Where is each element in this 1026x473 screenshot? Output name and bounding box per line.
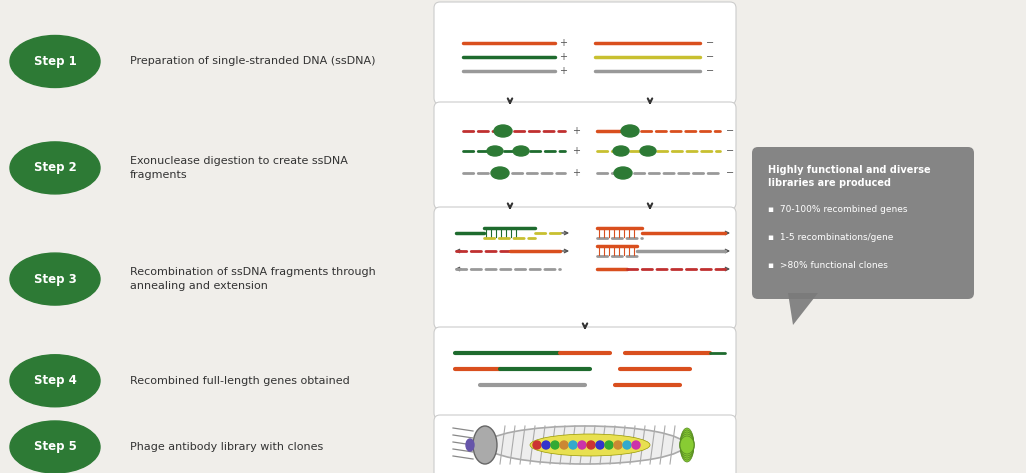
- FancyBboxPatch shape: [434, 415, 736, 473]
- Text: −: −: [726, 146, 734, 156]
- Ellipse shape: [10, 253, 100, 305]
- Text: Step 1: Step 1: [34, 55, 76, 68]
- Ellipse shape: [680, 434, 694, 456]
- FancyBboxPatch shape: [752, 147, 974, 299]
- Ellipse shape: [680, 428, 694, 462]
- Text: ▪  >80% functional clones: ▪ >80% functional clones: [768, 261, 887, 270]
- Text: Exonuclease digestion to create ssDNA
fragments: Exonuclease digestion to create ssDNA fr…: [130, 156, 348, 180]
- Ellipse shape: [640, 146, 656, 156]
- Circle shape: [614, 441, 622, 449]
- Ellipse shape: [680, 436, 694, 454]
- Ellipse shape: [10, 142, 100, 194]
- Text: Preparation of single-stranded DNA (ssDNA): Preparation of single-stranded DNA (ssDN…: [130, 56, 376, 67]
- Ellipse shape: [487, 146, 503, 156]
- Ellipse shape: [613, 146, 629, 156]
- Circle shape: [632, 441, 640, 449]
- FancyBboxPatch shape: [434, 102, 736, 209]
- Text: Step 4: Step 4: [34, 374, 77, 387]
- FancyBboxPatch shape: [434, 2, 736, 104]
- Ellipse shape: [10, 35, 100, 88]
- Polygon shape: [788, 293, 818, 325]
- Circle shape: [623, 441, 631, 449]
- Circle shape: [596, 441, 604, 449]
- Ellipse shape: [491, 167, 509, 179]
- Ellipse shape: [10, 421, 100, 473]
- Text: Step 5: Step 5: [34, 440, 77, 454]
- Text: +: +: [559, 52, 567, 62]
- Circle shape: [551, 441, 559, 449]
- Ellipse shape: [494, 125, 512, 137]
- Ellipse shape: [473, 426, 497, 464]
- Text: +: +: [573, 146, 580, 156]
- Ellipse shape: [485, 426, 685, 464]
- Ellipse shape: [621, 125, 639, 137]
- Text: −: −: [726, 126, 734, 136]
- Circle shape: [605, 441, 613, 449]
- Text: Step 3: Step 3: [34, 272, 76, 286]
- Text: ▪  70-100% recombined genes: ▪ 70-100% recombined genes: [768, 205, 908, 214]
- Text: −: −: [706, 66, 714, 76]
- Ellipse shape: [513, 146, 529, 156]
- Text: ▪  1-5 recombinations/gene: ▪ 1-5 recombinations/gene: [768, 233, 894, 242]
- Text: −: −: [706, 52, 714, 62]
- Ellipse shape: [466, 439, 474, 451]
- FancyBboxPatch shape: [434, 327, 736, 419]
- Circle shape: [542, 441, 550, 449]
- Circle shape: [587, 441, 595, 449]
- Text: Recombined full-length genes obtained: Recombined full-length genes obtained: [130, 376, 350, 386]
- Text: Recombination of ssDNA fragments through
annealing and extension: Recombination of ssDNA fragments through…: [130, 267, 376, 291]
- Text: Phage antibody library with clones: Phage antibody library with clones: [130, 442, 323, 452]
- Ellipse shape: [680, 430, 694, 460]
- Text: +: +: [559, 38, 567, 48]
- Ellipse shape: [10, 355, 100, 407]
- Text: −: −: [726, 168, 734, 178]
- Ellipse shape: [680, 432, 694, 458]
- Ellipse shape: [530, 434, 650, 456]
- Circle shape: [569, 441, 577, 449]
- Text: +: +: [559, 66, 567, 76]
- Text: −: −: [706, 38, 714, 48]
- Circle shape: [578, 441, 586, 449]
- Ellipse shape: [614, 167, 632, 179]
- Text: +: +: [573, 126, 580, 136]
- Text: +: +: [573, 168, 580, 178]
- Text: Highly functional and diverse
libraries are produced: Highly functional and diverse libraries …: [768, 165, 931, 188]
- Circle shape: [532, 441, 541, 449]
- FancyBboxPatch shape: [434, 207, 736, 329]
- Circle shape: [560, 441, 568, 449]
- Text: Step 2: Step 2: [34, 161, 76, 175]
